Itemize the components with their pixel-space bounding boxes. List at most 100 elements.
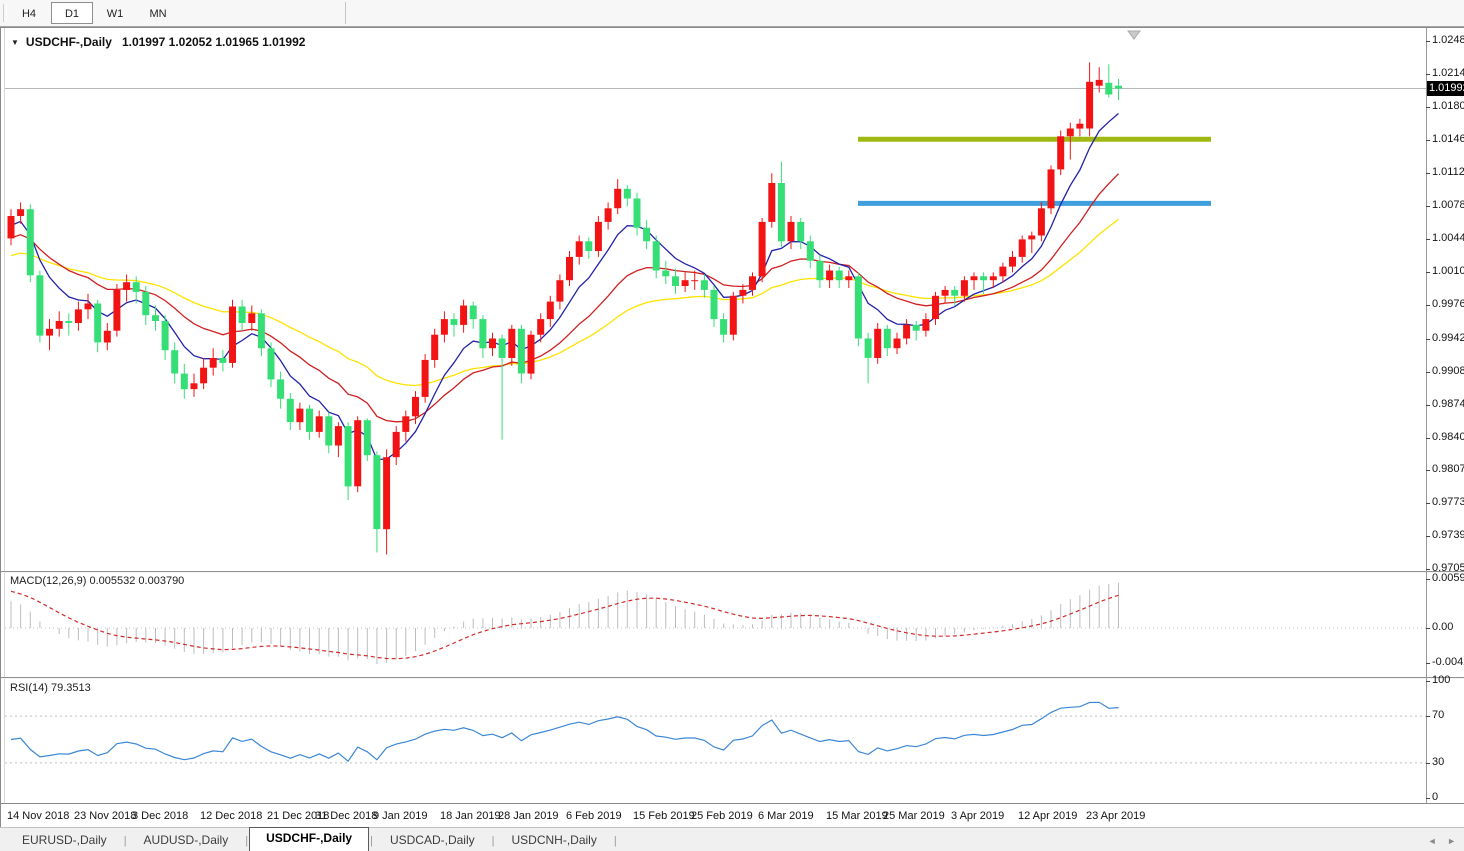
candle-body bbox=[55, 321, 63, 329]
rsi-name: RSI(14) bbox=[10, 682, 48, 694]
candle-body bbox=[585, 241, 593, 251]
candle-body bbox=[200, 367, 208, 384]
candle-body bbox=[440, 319, 448, 335]
date-axis-label: 21 Dec 2018 bbox=[267, 810, 330, 822]
panel-splitter[interactable] bbox=[1, 677, 1464, 679]
rsi-panel[interactable] bbox=[1, 679, 1426, 803]
candle-body bbox=[84, 303, 92, 310]
tab-eurusd[interactable]: EURUSD-,Daily bbox=[22, 833, 107, 847]
price-axis-label-tick bbox=[1426, 74, 1430, 75]
scroll-right-icon[interactable]: ► bbox=[1447, 836, 1456, 846]
candle-body bbox=[334, 426, 342, 446]
date-axis-label: 18 Jan 2019 bbox=[440, 810, 501, 822]
price-axis-label-tick bbox=[1426, 438, 1430, 439]
candle-body bbox=[450, 319, 458, 325]
candle-body bbox=[479, 319, 487, 349]
price-axis-label-tick bbox=[1426, 305, 1430, 306]
candle-body bbox=[614, 188, 622, 209]
macd-values: 0.005532 0.003790 bbox=[89, 575, 185, 587]
date-axis-label: 12 Dec 2018 bbox=[200, 810, 263, 822]
collapse-arrow-icon[interactable]: ▼ bbox=[11, 38, 19, 47]
candle-body bbox=[546, 301, 554, 320]
candle-body bbox=[94, 303, 102, 343]
rsi-axis-label-tick bbox=[1426, 763, 1430, 764]
candle-body bbox=[797, 221, 805, 242]
candle-body bbox=[527, 334, 535, 374]
candle-body bbox=[662, 270, 670, 277]
date-axis-label: 12 Apr 2019 bbox=[1018, 810, 1078, 822]
date-axis-label: 23 Nov 2018 bbox=[74, 810, 137, 822]
candle-body bbox=[710, 289, 718, 320]
tab-separator: | bbox=[491, 835, 495, 847]
macd-axis-label: 0.005997 bbox=[1432, 572, 1464, 584]
candle-body bbox=[854, 276, 862, 339]
window-inner-edge bbox=[4, 28, 5, 803]
candle-body bbox=[1066, 128, 1074, 137]
tab-separator: | bbox=[370, 835, 373, 847]
candle-body bbox=[17, 209, 25, 216]
toolbar-grip-icon bbox=[3, 4, 7, 22]
candle-body bbox=[970, 276, 978, 281]
date-axis-label: 6 Feb 2019 bbox=[566, 810, 622, 822]
macd-panel[interactable] bbox=[1, 573, 1426, 675]
candle-body bbox=[951, 289, 959, 296]
candle-body bbox=[1115, 85, 1122, 89]
candle-body bbox=[1009, 256, 1016, 267]
candle-body bbox=[749, 276, 756, 290]
price-axis-label: 1.01460 bbox=[1432, 133, 1464, 145]
tab-audusd[interactable]: AUDUSD-,Daily bbox=[143, 833, 229, 847]
candle-body bbox=[113, 289, 121, 331]
rsi-value: 79.3513 bbox=[50, 682, 91, 694]
price-axis-label-tick bbox=[1426, 470, 1430, 471]
candle-body bbox=[700, 280, 708, 290]
date-axis-label: 31 Dec 2018 bbox=[315, 810, 378, 822]
panel-splitter[interactable] bbox=[1, 571, 1464, 573]
candle-body bbox=[1076, 123, 1084, 129]
tab-usdchf[interactable]: USDCHF-,Daily bbox=[249, 827, 370, 851]
scroll-left-icon[interactable]: ◄ bbox=[1427, 836, 1437, 846]
tab-usdcad[interactable]: USDCAD-,Daily bbox=[389, 833, 475, 847]
candle-body bbox=[373, 455, 381, 530]
candle-body bbox=[498, 338, 506, 358]
timeframe-button-h4[interactable]: H4 bbox=[21, 8, 37, 20]
candle-body bbox=[835, 270, 843, 281]
candle-body bbox=[142, 291, 150, 316]
tab-usdcnh[interactable]: USDCNH-,Daily bbox=[511, 833, 597, 847]
price-axis-label-tick bbox=[1426, 107, 1430, 108]
timeframe-button-mn[interactable]: MN bbox=[149, 8, 167, 20]
candle-body bbox=[960, 280, 968, 296]
candle-body bbox=[74, 309, 82, 323]
tab-scroll-control[interactable]: ◄ ► bbox=[1420, 836, 1456, 846]
timeframe-button-w1[interactable]: W1 bbox=[106, 8, 124, 20]
chart-ohlc-values: 1.01997 1.02052 1.01965 1.01992 bbox=[121, 35, 306, 49]
price-axis-label-tick bbox=[1426, 272, 1430, 273]
price-axis-label-tick bbox=[1426, 503, 1430, 504]
price-axis-label-tick bbox=[1426, 405, 1430, 406]
candle-body bbox=[431, 334, 439, 360]
tab-separator: | bbox=[613, 835, 617, 847]
candle-body bbox=[152, 315, 159, 321]
candle-body bbox=[296, 408, 304, 423]
date-axis-label: 15 Feb 2019 bbox=[633, 810, 695, 822]
price-chart[interactable] bbox=[1, 29, 1426, 571]
macd-signal-line bbox=[10, 590, 1119, 660]
price-axis-separator bbox=[1426, 28, 1427, 803]
candle-body bbox=[556, 280, 564, 302]
candle-body bbox=[932, 295, 939, 320]
date-axis-label: 23 Apr 2019 bbox=[1086, 810, 1146, 822]
timeframe-button-d1[interactable]: D1 bbox=[51, 2, 93, 24]
rsi-axis-label: 100 bbox=[1432, 674, 1451, 686]
macd-name: MACD(12,26,9) bbox=[10, 575, 87, 587]
rsi-axis-label: 70 bbox=[1432, 709, 1445, 721]
candle-body bbox=[633, 198, 641, 228]
candle-body bbox=[1018, 239, 1026, 257]
candle-body bbox=[989, 276, 997, 281]
candle-body bbox=[594, 221, 602, 252]
